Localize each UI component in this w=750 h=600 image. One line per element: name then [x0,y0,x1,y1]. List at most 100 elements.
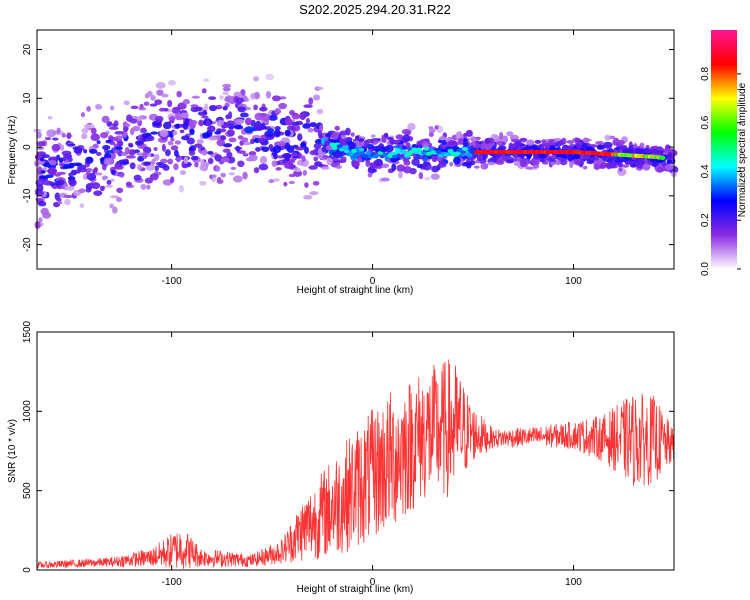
spectrogram-cell [142,133,148,139]
spectrogram-cell [655,150,665,154]
spectrogram-ridge-cell [353,152,360,157]
spectrogram-cell [234,146,243,150]
spectrogram-cell [85,171,91,176]
spectrogram-cell [123,100,130,106]
spectrogram-cell [403,160,411,166]
spectrogram-cell [477,153,483,162]
spectrogram-cell [95,151,102,156]
spectrogram-cell [667,151,673,159]
spectrogram-cell [383,132,389,138]
spectrogram-cell [199,181,207,186]
spectrogram-cell [80,112,86,118]
spectrogram-cell [201,88,207,94]
spectrogram-cell [177,102,187,110]
spectrogram-ridge-cell [343,149,350,154]
spectrogram-cell [110,178,115,183]
spectrogram-cell [244,126,255,134]
spectrogram-cell [174,140,182,145]
spectrogram-cell [153,147,158,151]
spectrogram-cell [143,161,151,166]
spectrogram-cell [309,122,318,128]
spectrogram-cell [582,165,588,170]
spectrogram-cell [390,157,398,163]
spectrogram-cell [202,132,210,139]
spectrogram-cell [178,184,184,193]
spectrogram-cell [288,159,295,163]
spectrogram-cell [37,201,47,207]
spectrogram-cell [216,139,226,147]
spectrogram-cell [161,143,166,152]
spectrogram-cell [116,187,124,194]
spectrogram-cell [309,191,319,196]
spectrogram-cell [194,143,203,148]
spectrogram-cell [117,140,124,147]
spectrogram-cell [34,221,41,229]
spectrogram-cell [190,106,199,113]
spectrogram-cell [170,176,175,184]
spectrogram-cell [96,140,101,145]
spectrogram-cell [154,165,159,172]
spectrogram-cell [220,157,230,163]
spectrogram-cell [350,132,355,137]
spectrogram-cell [94,172,103,176]
spectrogram-cell [125,114,133,122]
spectrogram-cell [38,217,43,223]
spectrogram-cell [118,159,129,163]
spectrogram-cell [539,159,545,163]
spectrogram-x-tick-label: -100 [162,276,182,287]
spectrogram-cell [487,161,496,166]
spectrogram-cell [42,180,53,186]
spectrogram-cell [318,124,324,132]
spectrogram-cell [389,138,396,145]
spectrogram-cell [242,171,248,180]
spectrogram-cell [604,134,611,141]
spectrogram-cell [52,185,58,190]
spectrogram-cell [268,115,278,121]
spectrogram-cell [546,157,555,162]
spectrogram-cell [36,131,42,139]
spectrogram-cell [322,155,330,159]
snr-y-tick-label: 500 [22,482,33,499]
spectrogram-cell [259,156,268,164]
spectrogram-cell [573,158,582,165]
spectrogram-cell [275,167,282,171]
spectrogram-cell [283,181,288,187]
spectrogram-cell [124,146,130,155]
spectrogram-cell [85,187,92,193]
spectrogram-cell [208,104,218,112]
spectrogram-cell [113,149,120,154]
spectrogram-cell [595,140,604,145]
spectrogram-cell [214,131,222,135]
spectrogram-cell [129,127,135,136]
spectrogram-cell [349,145,355,149]
spectrogram-cell [635,148,645,155]
spectrogram-cell [188,119,198,125]
spectrogram-cell [227,129,235,137]
spectrogram-cell [538,153,547,159]
spectrogram-cell [126,155,136,159]
spectrogram-cell [41,154,50,159]
snr-x-ticks: -100 0 100 [162,332,582,588]
spectrogram-cell [51,137,59,141]
colorbar-gradient [711,30,737,269]
spectrogram-cell [42,211,52,219]
snr-y-tick-label: 0 [22,567,33,573]
snr-panel: -100 0 100 0 500 1000 1500 Height of straight… [7,320,675,595]
spectrogram-cell [73,147,82,154]
spectrogram-cell [228,137,237,143]
spectrogram-ridge-cell [341,146,348,151]
spectrogram-y-ticks: -20 -10 0 10 20 [22,44,674,252]
spectrogram-cell [204,103,209,112]
spectrogram-cell [616,139,625,146]
spectrogram-cell [174,157,183,161]
spectrogram-cell [621,164,630,168]
spectrogram-cell [220,135,227,141]
spectrogram-cell [208,96,217,100]
spectrogram-cell [543,146,550,151]
spectrogram-cell [339,130,348,136]
spectrogram-cell [182,122,188,130]
spectrogram-cell [54,173,61,177]
spectrogram-cell [155,82,166,89]
spectrogram-cell [173,149,179,157]
spectrogram-cell [557,140,565,146]
